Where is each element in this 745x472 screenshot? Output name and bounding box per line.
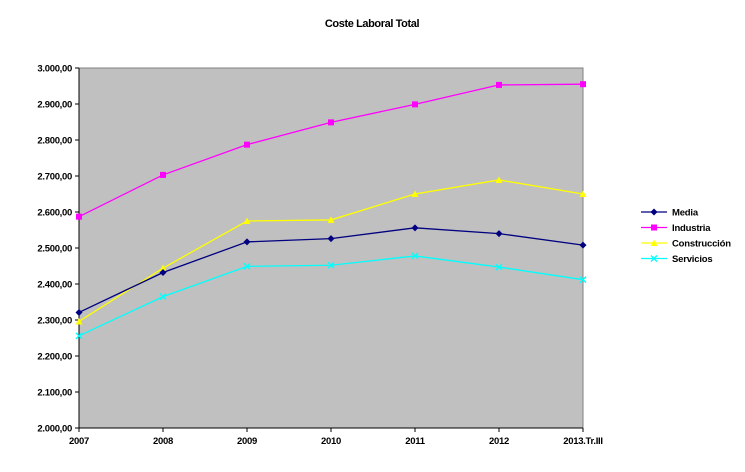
y-tick-label: 3.000,00 xyxy=(37,64,72,75)
data-point-media xyxy=(327,235,335,243)
legend-marker-construccion xyxy=(650,239,658,246)
y-tick-label: 2.400,00 xyxy=(37,280,72,291)
x-tick-label: 2013.Tr.III xyxy=(563,436,602,447)
y-tick-label: 2.500,00 xyxy=(37,244,72,255)
legend-label-construccion: Construcción xyxy=(672,239,731,250)
data-point-media xyxy=(411,224,419,232)
data-point-servicios xyxy=(75,332,83,340)
data-point-construccion xyxy=(159,264,167,272)
data-point-construccion xyxy=(579,190,587,197)
data-point-servicios xyxy=(159,293,167,301)
y-tick-label: 2.100,00 xyxy=(37,388,72,399)
data-point-industria xyxy=(412,101,418,108)
y-tick-label: 2.700,00 xyxy=(37,172,72,183)
y-tick-label: 2.900,00 xyxy=(37,100,72,111)
data-point-industria xyxy=(76,213,82,220)
data-point-industria xyxy=(244,141,250,148)
plot-area xyxy=(78,67,584,429)
legend-item-construccion: Construcción xyxy=(641,239,731,250)
legend-marker-media xyxy=(650,208,658,216)
axes: 2.000,00 2.100,00 2.200,00 2.300,00 2.400,00… xyxy=(37,64,603,448)
data-point-industria xyxy=(496,81,502,88)
legend-label-industria: Industria xyxy=(672,223,711,234)
x-tick-label: 2009 xyxy=(237,436,257,447)
data-point-media xyxy=(159,268,167,276)
x-tick-label: 2007 xyxy=(69,436,89,447)
data-point-industria xyxy=(580,81,586,88)
y-tick-label: 2.300,00 xyxy=(37,316,72,327)
data-point-industria xyxy=(160,171,166,178)
data-point-servicios xyxy=(243,262,251,270)
data-point-construccion xyxy=(243,217,251,224)
series-construccion xyxy=(75,176,587,325)
data-point-servicios xyxy=(411,252,419,260)
legend-item-servicios: Servicios xyxy=(641,254,713,265)
data-point-construccion xyxy=(411,190,419,197)
x-tick-label: 2012 xyxy=(489,436,509,447)
series-servicios xyxy=(75,252,587,340)
data-point-media xyxy=(75,308,83,316)
legend-item-media: Media xyxy=(641,208,699,219)
data-point-media xyxy=(243,238,251,246)
data-point-construccion xyxy=(495,176,503,183)
data-point-construccion xyxy=(327,216,335,223)
data-point-servicios xyxy=(495,263,503,271)
legend-marker-servicios xyxy=(650,255,658,262)
data-point-industria xyxy=(328,119,334,126)
legend-marker-industria xyxy=(651,224,657,231)
y-tick-label: 2.200,00 xyxy=(37,352,72,363)
data-point-servicios xyxy=(579,276,587,284)
legend-label-servicios: Servicios xyxy=(672,254,712,265)
legend-item-industria: Industria xyxy=(641,223,711,234)
data-point-media xyxy=(579,241,587,249)
x-tick-label: 2008 xyxy=(153,436,173,447)
series-industria xyxy=(76,81,586,220)
chart-title: Coste Laboral Total xyxy=(325,18,420,30)
series-media xyxy=(75,224,587,316)
x-tick-label: 2011 xyxy=(405,436,425,447)
data-point-construccion xyxy=(75,317,83,325)
legend: Media Industria Construcción Servicios xyxy=(641,208,731,265)
legend-label-media: Media xyxy=(672,208,699,219)
y-tick-label: 2.800,00 xyxy=(37,136,72,147)
data-point-servicios xyxy=(327,261,335,269)
series-layer xyxy=(75,81,587,340)
x-tick-label: 2010 xyxy=(321,436,341,447)
y-tick-label: 2.000,00 xyxy=(37,424,72,435)
y-tick-label: 2.600,00 xyxy=(37,208,72,219)
data-point-media xyxy=(495,230,503,238)
